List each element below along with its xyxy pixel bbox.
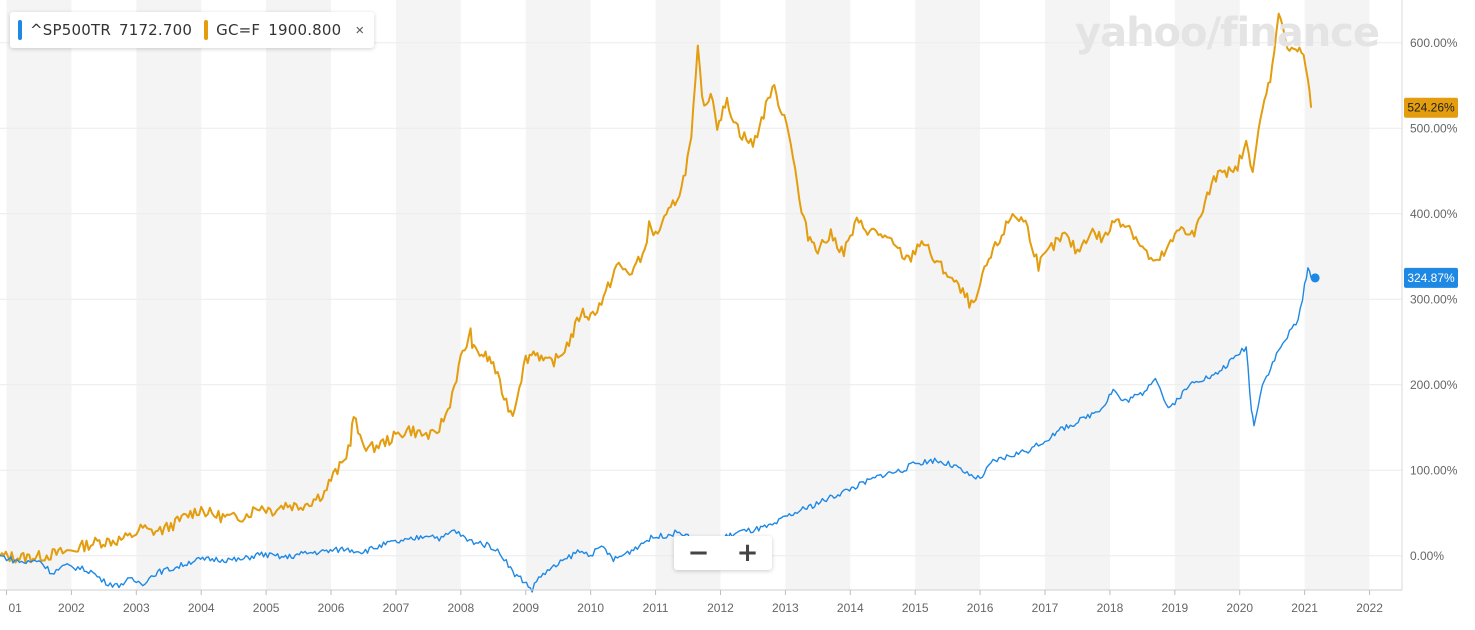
legend: ^SP500TR 7172.700 GC=F 1900.800 ×	[10, 12, 375, 48]
x-tick-label: 01	[8, 601, 22, 615]
close-icon[interactable]: ×	[355, 21, 365, 39]
series-line-sp500tr	[0, 267, 1312, 593]
x-tick-label: 2011	[643, 601, 669, 615]
y-tick-label: 200.00%	[1410, 378, 1458, 392]
x-tick-label: 2016	[967, 601, 994, 615]
y-tick-label: 300.00%	[1410, 292, 1458, 306]
year-band	[136, 0, 202, 590]
x-tick-label: 2020	[1226, 601, 1253, 615]
legend-value-sp500tr: 7172.700	[118, 21, 193, 39]
y-tick-label: 500.00%	[1410, 121, 1458, 135]
year-band	[6, 0, 72, 590]
legend-item-sp500tr[interactable]: ^SP500TR 7172.700	[18, 20, 192, 40]
legend-symbol-sp500tr: ^SP500TR	[30, 21, 111, 39]
series-line-gold	[0, 12, 1313, 564]
x-tick-label: 2004	[188, 601, 215, 615]
zoom-out-button[interactable]: −	[687, 538, 710, 568]
end-label-text: 524.26%	[1407, 101, 1455, 115]
year-band	[915, 0, 981, 590]
x-tick-label: 2014	[837, 601, 864, 615]
legend-value-gold: 1900.800	[268, 21, 342, 39]
year-band	[1045, 0, 1110, 590]
year-band	[395, 0, 461, 590]
x-tick-label: 2003	[123, 601, 150, 615]
legend-symbol-gold: GC=F	[216, 21, 261, 39]
y-tick-label: 400.00%	[1410, 207, 1458, 221]
x-tick-label: 2013	[772, 601, 799, 615]
year-band	[266, 0, 332, 590]
zoom-controls: − +	[674, 536, 772, 570]
x-tick-label: 2021	[1291, 601, 1318, 615]
x-tick-label: 2009	[512, 601, 539, 615]
x-tick-label: 2017	[1032, 601, 1059, 615]
year-band	[785, 0, 851, 590]
end-label-box	[1404, 267, 1458, 288]
legend-swatch-sp500tr	[18, 20, 22, 40]
x-tick-label: 2008	[447, 601, 474, 615]
year-band	[525, 0, 591, 590]
x-tick-label: 2010	[577, 601, 604, 615]
legend-swatch-gold	[204, 20, 209, 40]
x-tick-label: 2022	[1356, 601, 1383, 615]
x-tick-label: 2012	[707, 601, 734, 615]
x-tick-label: 2002	[58, 601, 85, 615]
y-tick-label: 0.00%	[1410, 549, 1444, 563]
x-tick-label: 2006	[318, 601, 345, 615]
x-axis: 01 2002 2003 2004 2005 2006 2007 2008 2009 2010 20…	[0, 589, 1402, 615]
series-end-dot	[1310, 273, 1320, 283]
series-layer	[0, 12, 1313, 593]
y-tick-label: 100.00%	[1410, 463, 1458, 477]
end-label-text: 324.87%	[1407, 271, 1455, 285]
x-tick-label: 2015	[902, 601, 929, 615]
end-labels: 524.26% 324.87%	[1310, 97, 1458, 288]
y-tick-label: 600.00%	[1410, 36, 1458, 50]
y-axis: 0.00% 100.00% 200.00% 300.00% 400.00% 500.00%…	[1401, 0, 1458, 590]
year-band	[1304, 0, 1370, 590]
x-tick-label: 2007	[383, 601, 410, 615]
zoom-in-button[interactable]: +	[736, 538, 759, 568]
year-bands	[6, 0, 1370, 590]
x-tick-label: 2019	[1161, 601, 1188, 615]
x-tick-label: 2005	[253, 601, 280, 615]
legend-item-gold[interactable]: GC=F 1900.800	[204, 20, 341, 40]
x-tick-label: 2018	[1097, 601, 1124, 615]
end-label-box	[1404, 97, 1458, 118]
year-band	[1174, 0, 1240, 590]
year-band	[655, 0, 721, 590]
yahoo-finance-watermark: yahoo/finance	[1075, 10, 1380, 56]
